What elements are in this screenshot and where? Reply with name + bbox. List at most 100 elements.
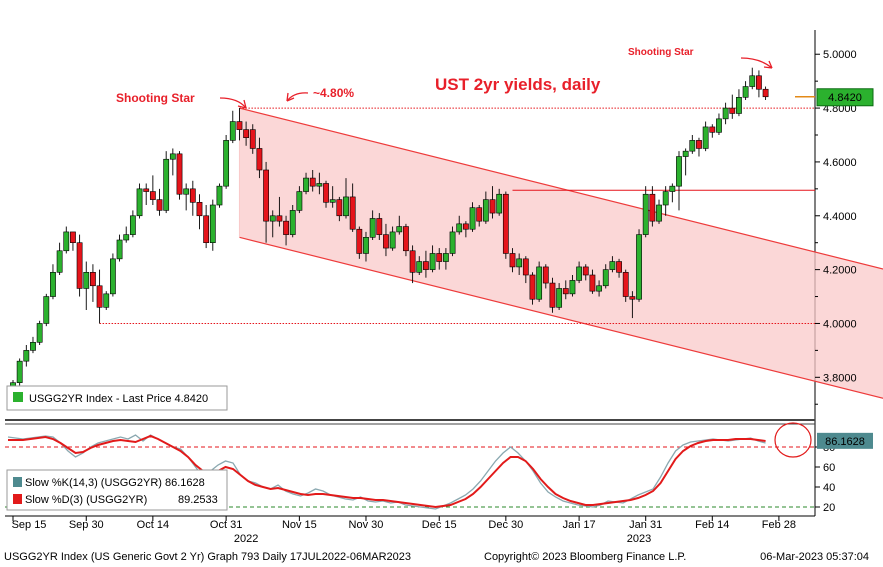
chart-title: UST 2yr yields, daily — [435, 75, 601, 94]
x-year-label: 2022 — [234, 533, 258, 545]
candle-body — [276, 215, 283, 222]
candle-body — [662, 191, 669, 206]
candle-body — [442, 253, 449, 262]
annotation-arrow-level — [286, 92, 309, 102]
candle-body — [83, 272, 90, 289]
candle-body — [176, 153, 183, 195]
candle-body — [129, 215, 136, 235]
price-tick-label: 4.6000 — [823, 157, 857, 169]
x-tick-label: Jan 17 — [563, 519, 596, 531]
candle-body — [516, 258, 523, 268]
candle-body — [329, 199, 336, 203]
candle-body — [249, 129, 256, 149]
candle-body — [296, 191, 303, 211]
candle-body — [496, 193, 503, 214]
candle-body — [676, 156, 682, 187]
candle-body — [482, 199, 489, 222]
price-tick-label: 4.0000 — [823, 318, 857, 330]
candle-body — [289, 210, 296, 235]
oscillator-tick-label: 60 — [823, 462, 835, 474]
x-tick-label: Dec 15 — [422, 519, 457, 531]
candle-body — [116, 239, 123, 260]
candle-body — [376, 218, 383, 235]
candle-body — [263, 169, 269, 222]
candle-body — [236, 121, 243, 130]
candle-body — [356, 228, 363, 254]
candle-body — [196, 202, 203, 217]
candle-body — [716, 118, 722, 133]
candle-body — [223, 140, 230, 187]
candle-body — [429, 253, 436, 270]
oscillator-tick-label: 20 — [823, 502, 835, 514]
candle-body — [602, 269, 609, 287]
candle-body — [70, 231, 76, 243]
candle-body — [749, 75, 756, 87]
candle-body — [43, 296, 50, 324]
candle-body — [542, 266, 549, 284]
channel-upper-line — [239, 107, 883, 270]
annotation-arrow-left — [219, 97, 247, 109]
candle-body — [50, 272, 56, 297]
candle-body — [30, 342, 36, 351]
candle-body — [256, 148, 263, 171]
candle-body — [436, 253, 443, 262]
candle-body — [576, 266, 582, 281]
x-axis-ticks: Sep 15 Sep 30 Oct 14 Oct 31 Nov 15 Nov 30 Dec … — [12, 516, 796, 545]
candle-body — [243, 129, 249, 138]
oscillator-last-label: 86.1628 — [817, 432, 873, 449]
candle-body — [349, 196, 356, 230]
oscillator-legend: Slow %K(14,3) (USGG2YR) 86.1628 Slow %D(… — [6, 469, 228, 511]
candle-body — [649, 193, 656, 222]
candle-body — [63, 231, 70, 252]
candle-body — [736, 97, 742, 114]
candle-body — [456, 223, 463, 233]
price-legend: USGG2YR Index - Last Price 4.8420 — [6, 385, 228, 411]
candle-body — [103, 293, 110, 308]
candle-body — [389, 231, 396, 249]
candle-body — [756, 75, 762, 90]
oscillator-highlight-circle — [774, 422, 812, 458]
legend-swatch-k — [13, 477, 22, 487]
legend-k-text: Slow %K(14,3) (USGG2YR) 86.1628 — [25, 477, 205, 489]
annotation-shooting-star-right: Shooting Star — [628, 47, 694, 58]
candle-body — [216, 185, 223, 206]
candle-body — [622, 272, 629, 297]
candle-body — [569, 280, 576, 295]
legend-d-value: 89.2533 — [178, 494, 218, 506]
candle-body — [90, 272, 96, 287]
candle-body — [656, 204, 662, 222]
candle-body — [403, 226, 409, 252]
price-tick-label: 4.4000 — [823, 211, 857, 223]
candle-body — [136, 188, 143, 217]
price-tick-label: 5.0000 — [823, 49, 857, 61]
x-tick-label: Sep 15 — [12, 519, 47, 531]
candle-body — [682, 150, 689, 157]
candle-body — [729, 107, 736, 114]
legend-d-name: Slow %D(3) (USGG2YR) — [25, 494, 147, 506]
candle-body — [149, 191, 156, 200]
candle-body — [522, 258, 529, 276]
candle-body — [269, 215, 276, 222]
candle-body — [123, 234, 130, 241]
candle-body — [709, 126, 716, 133]
candle-body — [369, 218, 376, 238]
candle-body — [110, 258, 116, 295]
candle-body — [16, 360, 23, 383]
candle-body — [209, 204, 216, 243]
candle-body — [163, 158, 170, 211]
candle-body — [462, 223, 469, 230]
candle-body — [562, 288, 569, 295]
candle-body — [582, 266, 589, 276]
candle-body — [762, 88, 769, 98]
candle-body — [363, 237, 369, 254]
oscillator-last-value: 86.1628 — [825, 436, 865, 448]
candle-body — [56, 250, 63, 273]
x-tick-label: Sep 30 — [69, 519, 104, 531]
x-tick-label: Oct 14 — [137, 519, 169, 531]
candle-body — [423, 261, 429, 270]
x-tick-label: Oct 31 — [210, 519, 242, 531]
candle-body — [396, 226, 403, 233]
x-tick-label: Nov 30 — [349, 519, 384, 531]
candle-body — [596, 285, 602, 292]
candle-body — [143, 188, 150, 192]
